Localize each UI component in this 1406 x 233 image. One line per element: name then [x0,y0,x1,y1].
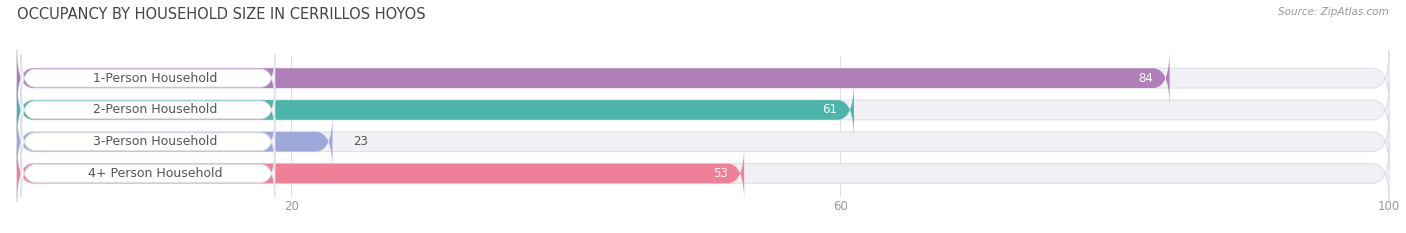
Text: 53: 53 [713,167,728,180]
FancyBboxPatch shape [21,55,274,102]
Text: OCCUPANCY BY HOUSEHOLD SIZE IN CERRILLOS HOYOS: OCCUPANCY BY HOUSEHOLD SIZE IN CERRILLOS… [17,7,426,22]
FancyBboxPatch shape [17,50,1389,106]
Text: Source: ZipAtlas.com: Source: ZipAtlas.com [1278,7,1389,17]
FancyBboxPatch shape [17,50,1170,106]
FancyBboxPatch shape [21,118,274,165]
FancyBboxPatch shape [17,145,744,202]
FancyBboxPatch shape [17,82,1389,138]
FancyBboxPatch shape [17,82,853,138]
FancyBboxPatch shape [21,150,274,197]
FancyBboxPatch shape [17,113,332,170]
FancyBboxPatch shape [21,86,274,134]
Text: 4+ Person Household: 4+ Person Household [87,167,222,180]
FancyBboxPatch shape [17,145,1389,202]
Text: 23: 23 [353,135,368,148]
Text: 84: 84 [1139,72,1153,85]
Text: 2-Person Household: 2-Person Household [93,103,217,116]
FancyBboxPatch shape [17,113,1389,170]
Text: 3-Person Household: 3-Person Household [93,135,217,148]
Text: 61: 61 [823,103,838,116]
Text: 1-Person Household: 1-Person Household [93,72,217,85]
